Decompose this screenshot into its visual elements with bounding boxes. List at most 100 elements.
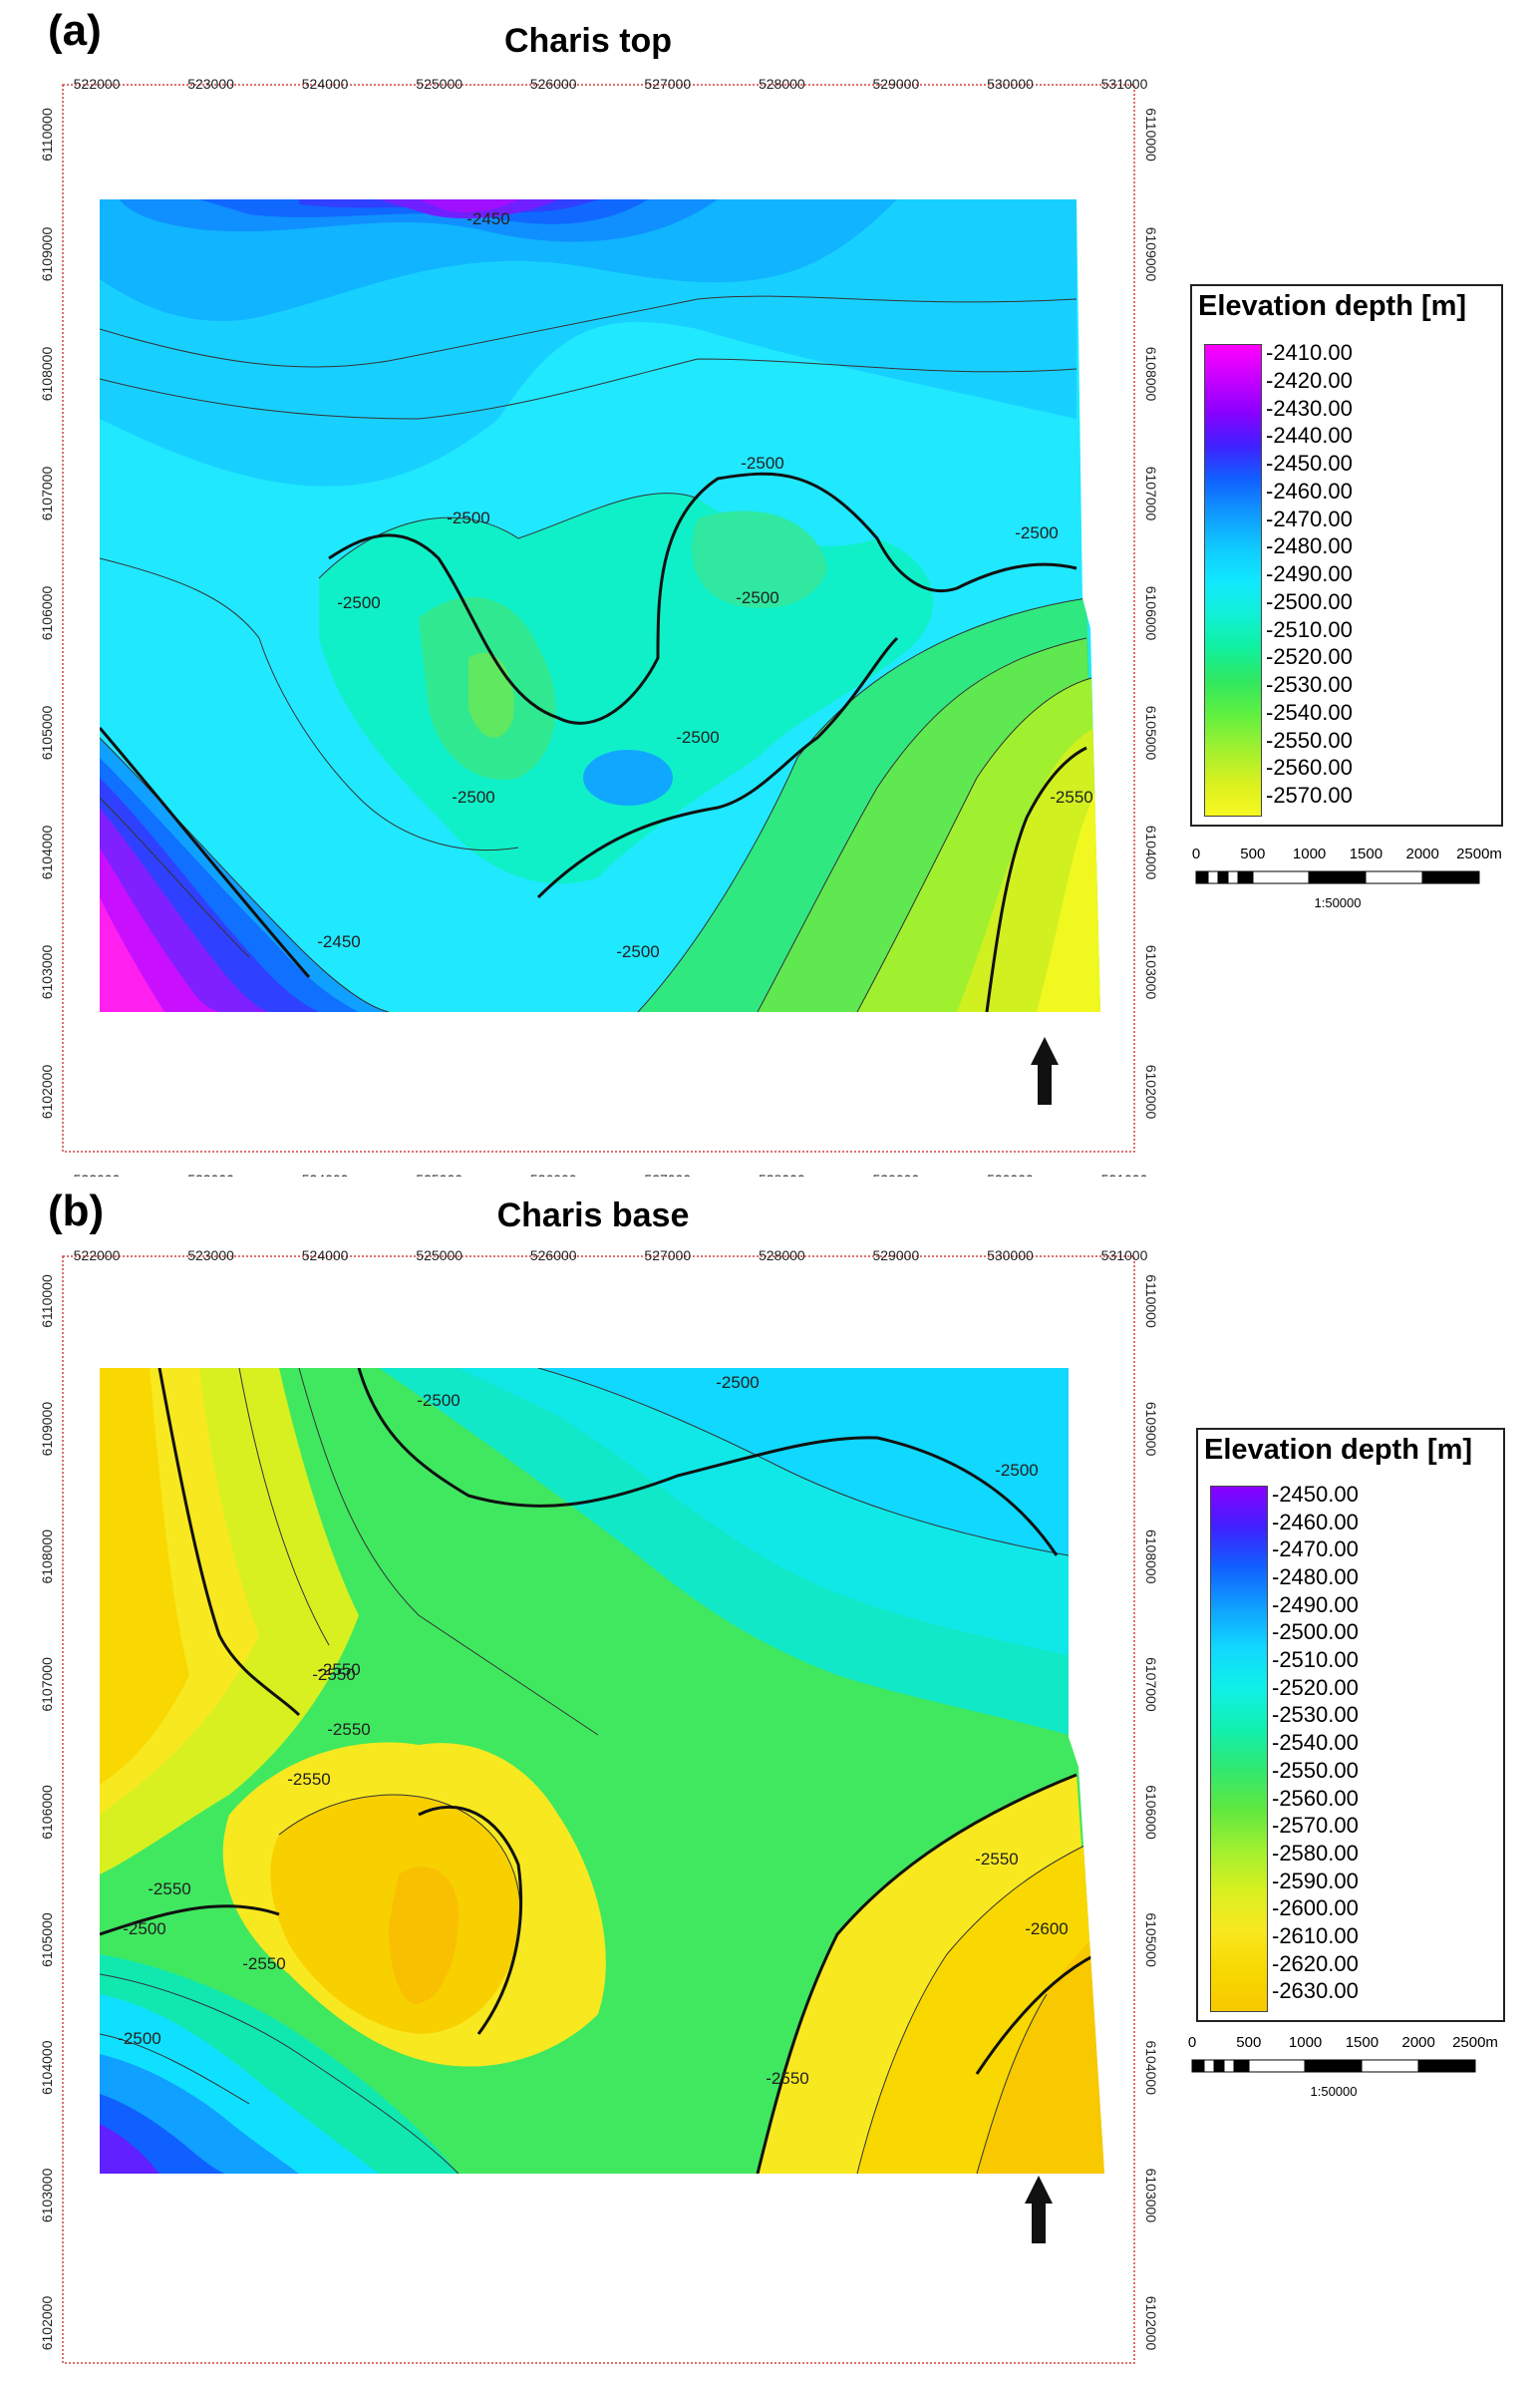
- x-tick-label: 527000: [644, 1172, 691, 1177]
- contour-label: -2550: [287, 1770, 330, 1789]
- x-tick-label: 529000: [873, 1172, 920, 1177]
- x-tick-label: 526000: [530, 1172, 577, 1177]
- contour-label: -2500: [995, 1461, 1038, 1480]
- legend-entry: -2480.00: [1272, 1564, 1359, 1590]
- contour-label: -2500: [741, 454, 783, 473]
- contour-label: -2550: [327, 1720, 370, 1739]
- y-tick-label: 6102000: [1143, 2296, 1159, 2351]
- y-tick-label: 6109000: [1143, 227, 1159, 282]
- x-tick-label: 530000: [987, 1172, 1034, 1177]
- y-tick-label: 6106000: [1143, 586, 1159, 641]
- panel-b-title: Charis base: [496, 1196, 690, 1234]
- panel-a-letter: (a): [48, 6, 102, 55]
- legend-entry: -2510.00: [1266, 616, 1353, 642]
- legend-entry: -2610.00: [1272, 1922, 1359, 1948]
- y-tick-label: 6110000: [39, 108, 55, 162]
- panel-a-map: 522000 523000 524000 525000 526000 527000 5280…: [39, 76, 1159, 1177]
- y-tick-label: 6107000: [1143, 467, 1159, 521]
- y-tick-label: 6106000: [39, 1785, 55, 1840]
- x-tick-label: 526000: [530, 76, 577, 92]
- panel-b-legend-title: Elevation depth [m]: [1204, 1434, 1473, 1466]
- legend-entry: -2450.00: [1272, 1482, 1359, 1507]
- x-tick-label: 528000: [759, 1172, 805, 1177]
- panel-a-y-ticks-left: 6110000 6109000 6108000 6107000 6106000 61050…: [39, 108, 55, 1119]
- contour-label: -2550: [975, 1850, 1018, 1869]
- y-tick-label: 6109000: [39, 1402, 55, 1457]
- legend-entry: -2460.00: [1272, 1509, 1359, 1534]
- x-tick-label: 524000: [302, 1247, 349, 1263]
- y-tick-label: 6102000: [39, 2296, 55, 2351]
- y-tick-label: 6105000: [39, 706, 55, 761]
- x-tick-label: 522000: [74, 1247, 121, 1263]
- legend-entry: -2540.00: [1272, 1730, 1359, 1756]
- legend-entry: -2550.00: [1272, 1757, 1359, 1783]
- y-tick-label: 6110000: [1143, 1274, 1159, 1328]
- y-tick-label: 6105000: [1143, 1912, 1159, 1967]
- contour-label: -2450: [317, 932, 360, 951]
- contour-label: -2500: [337, 593, 380, 612]
- y-tick-label: 6104000: [39, 2040, 55, 2095]
- contour-label: -2550: [1050, 788, 1092, 807]
- legend-entry: -2570.00: [1266, 783, 1353, 809]
- legend-entry: -2490.00: [1272, 1591, 1359, 1617]
- panel-a-surface: -2450 -2500 -2500 -2500 -2500 -2500 -2500 -2500…: [100, 199, 1100, 1012]
- panel-b-north-arrow-icon: [1025, 2176, 1053, 2243]
- legend-entry: -2560.00: [1266, 755, 1353, 781]
- y-tick-label: 6107000: [39, 467, 55, 521]
- legend-entry: -2520.00: [1266, 644, 1353, 670]
- panel-a-y-ticks-right: 6110000 6109000 6108000 6107000 6106000 61050…: [1143, 108, 1159, 1119]
- contour-label: -2500: [716, 1373, 759, 1392]
- y-tick-label: 6108000: [39, 1530, 55, 1584]
- legend-entry: -2630.00: [1272, 1978, 1359, 2004]
- contour-label: -2550: [317, 1660, 360, 1679]
- panel-a-title: Charis top: [503, 22, 673, 60]
- contour-label: -2550: [242, 1954, 285, 1973]
- x-tick-label: 529000: [873, 76, 920, 92]
- contour-label: -2500: [118, 2029, 160, 2048]
- x-tick-label: 528000: [759, 1247, 805, 1263]
- scalebar-tick-label: 500: [1236, 2034, 1262, 2051]
- y-tick-label: 6109000: [39, 227, 55, 282]
- scalebar-bar: [1195, 870, 1480, 884]
- y-tick-label: 6103000: [1143, 2169, 1159, 2223]
- y-tick-label: 6104000: [39, 826, 55, 880]
- scalebar-tick-label: 2000: [1401, 2034, 1435, 2051]
- legend-entry: -2510.00: [1272, 1647, 1359, 1673]
- scalebar-ratio: 1:50000: [1310, 2084, 1358, 2099]
- x-tick-label: 527000: [644, 1247, 691, 1263]
- x-tick-label: 530000: [987, 76, 1034, 92]
- legend-entry: -2530.00: [1272, 1702, 1359, 1728]
- x-tick-label: 524000: [302, 1172, 349, 1177]
- contour-label: -2500: [1015, 523, 1058, 542]
- legend-entry: -2590.00: [1272, 1868, 1359, 1893]
- panel-b-y-ticks-left: 6110000 6109000 6108000 6107000 6106000 61050…: [39, 1274, 55, 2350]
- scalebar-tick-label: 0: [1191, 846, 1201, 862]
- x-tick-label: 530000: [987, 1247, 1034, 1263]
- y-tick-label: 6105000: [39, 1912, 55, 1967]
- legend-entry: -2470.00: [1272, 1536, 1359, 1562]
- contour-label: -2550: [148, 1879, 190, 1898]
- y-tick-label: 6110000: [1143, 108, 1159, 162]
- y-tick-label: 6109000: [1143, 1402, 1159, 1457]
- panel-b-legend-colorbar: [1210, 1486, 1268, 2012]
- x-tick-label: 523000: [187, 76, 234, 92]
- scalebar-bar: [1191, 2059, 1476, 2073]
- legend-entry: -2500.00: [1266, 588, 1353, 614]
- panel-a-x-ticks-bottom: 522000 523000 524000 525000 526000 527000 5280…: [74, 1172, 1148, 1177]
- y-tick-label: 6104000: [1143, 2040, 1159, 2095]
- y-tick-label: 6102000: [1143, 1065, 1159, 1120]
- y-tick-label: 6105000: [1143, 706, 1159, 761]
- legend-entry: -2420.00: [1266, 367, 1353, 393]
- legend-entry: -2490.00: [1266, 561, 1353, 587]
- legend-entry: -2500.00: [1272, 1619, 1359, 1645]
- panel-a-scalebar: 0 500 1000 1500 2000 2500m 1:50000: [1188, 846, 1502, 915]
- scalebar-ratio: 1:50000: [1314, 895, 1362, 910]
- panel-b-letter: (b): [48, 1187, 105, 1235]
- x-tick-label: 522000: [74, 76, 121, 92]
- y-tick-label: 6103000: [39, 2168, 55, 2222]
- contour-label: -2550: [312, 1665, 355, 1684]
- scalebar-tick-label: 2000: [1405, 846, 1439, 862]
- y-tick-label: 6106000: [39, 586, 55, 641]
- x-tick-label: 529000: [873, 1247, 920, 1263]
- y-tick-label: 6102000: [39, 1065, 55, 1120]
